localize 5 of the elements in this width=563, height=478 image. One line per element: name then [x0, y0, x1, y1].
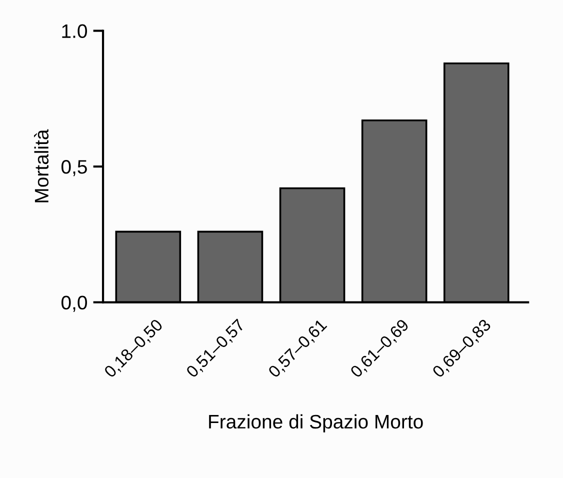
- y-tick-label: 1.0: [62, 24, 87, 38]
- y-tick-label: 0,5: [61, 160, 87, 176]
- x-axis-title: Frazione di Spazio Morto: [209, 414, 423, 432]
- y-axis-title: Mortalità: [34, 129, 49, 202]
- y-tick-label: 0,0: [61, 296, 87, 312]
